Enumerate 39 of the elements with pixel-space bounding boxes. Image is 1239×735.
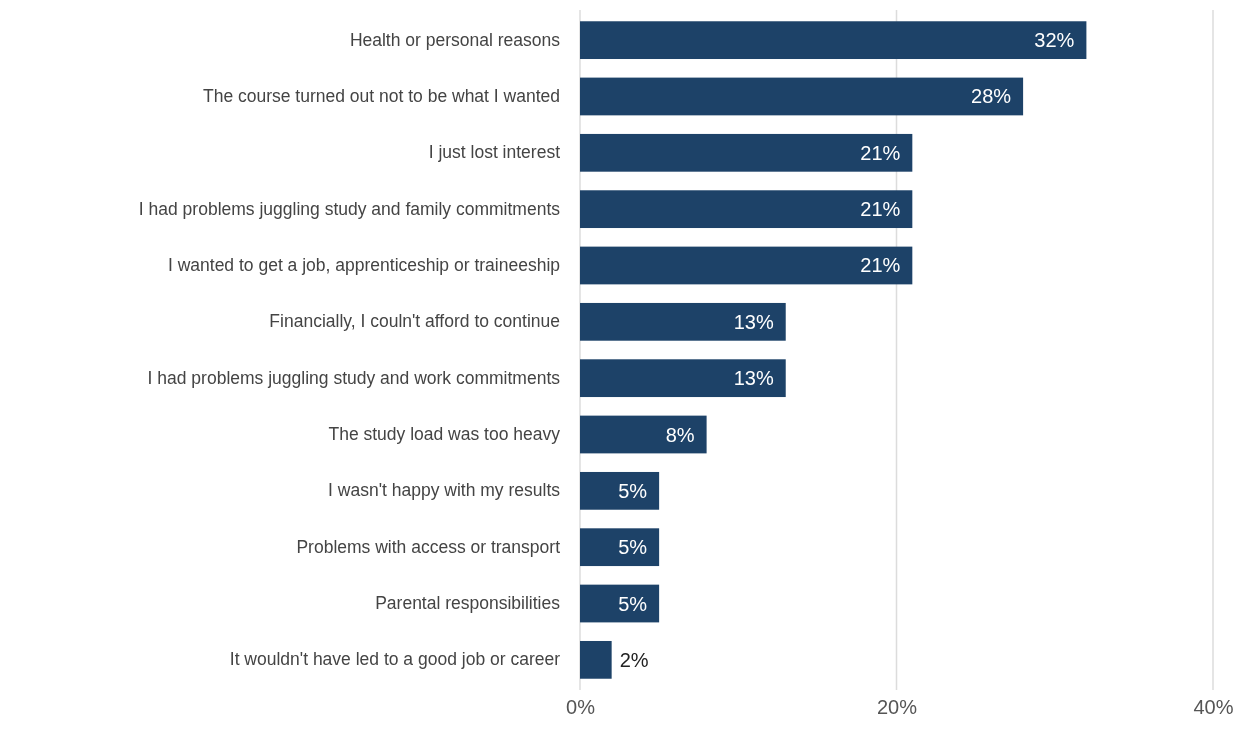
bar — [580, 584, 660, 623]
y-tick-label: Financially, I couln't afford to continue — [269, 311, 560, 332]
x-tick-label: 40% — [1193, 696, 1234, 719]
data-label: 13% — [733, 310, 774, 333]
y-tick-label: I wasn't happy with my results — [328, 480, 561, 501]
y-tick-label: I wanted to get a job, apprenticeship or traineeship — [167, 255, 560, 276]
y-tick-label: I had problems juggling study and work commitments — [147, 367, 561, 388]
data-label: 21% — [860, 141, 901, 164]
y-tick-label: I had problems juggling study and family commitments — [138, 198, 561, 219]
data-label: 21% — [860, 198, 901, 221]
data-label: 5% — [618, 536, 648, 559]
data-label: 5% — [618, 479, 648, 502]
data-label: 5% — [618, 592, 648, 615]
bar — [580, 471, 660, 510]
data-label: 8% — [665, 423, 695, 446]
data-label: 32% — [1034, 29, 1075, 52]
x-tick-label: 20% — [876, 696, 918, 719]
bar — [580, 133, 913, 172]
y-tick-label: I just lost interest — [428, 142, 561, 163]
y-tick-label: The study load was too heavy — [328, 424, 561, 445]
y-tick-label: Health or personal reasons — [349, 29, 561, 50]
data-label: 28% — [971, 85, 1012, 108]
y-tick-label: Parental responsibilities — [375, 593, 561, 614]
y-tick-label: The course turned out not to be what I wanted — [202, 86, 560, 107]
data-label: 13% — [733, 367, 774, 390]
y-tick-label: It wouldn't have led to a good job or career — [229, 649, 561, 670]
data-label: 2% — [619, 648, 649, 671]
y-tick-label: Problems with access or transport — [296, 536, 561, 557]
bar — [580, 190, 913, 229]
bar — [580, 415, 707, 454]
bar — [580, 359, 786, 398]
bar — [580, 640, 612, 679]
x-tick-label: 0% — [566, 696, 596, 719]
bar — [580, 302, 786, 341]
bar — [580, 528, 660, 567]
bar — [580, 77, 1024, 116]
bar — [580, 246, 913, 285]
bar — [580, 21, 1087, 60]
data-label: 21% — [860, 254, 901, 277]
